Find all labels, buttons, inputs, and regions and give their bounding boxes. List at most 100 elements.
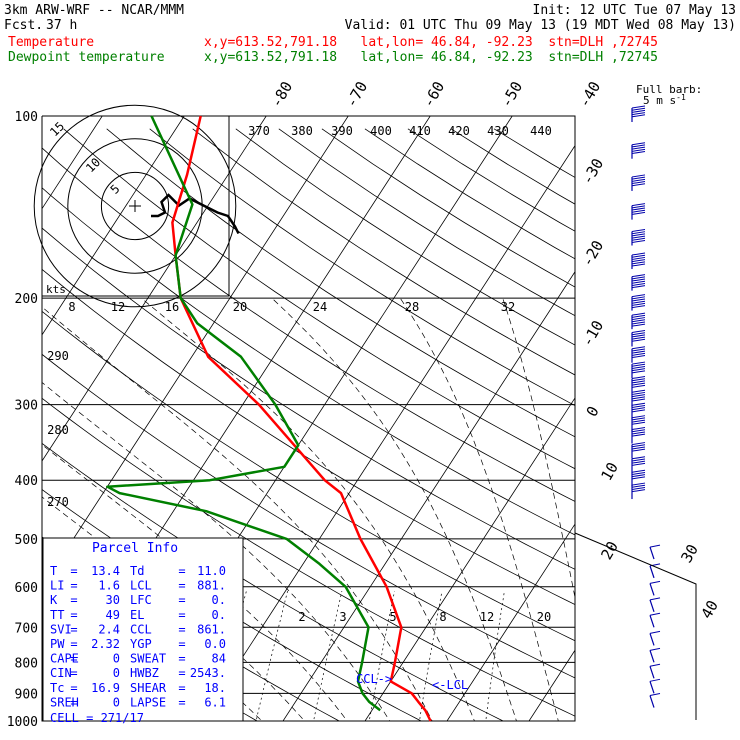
temperature-location: x,y=613.52,791.18 lat,lon= 46.84, -92.23…	[204, 35, 658, 50]
parcel-box	[42, 537, 244, 722]
isotherm-10	[364, 397, 575, 721]
moist-adiabat-40	[502, 297, 575, 599]
wind-barb-flag	[631, 355, 646, 359]
isotherm-0	[282, 271, 575, 721]
dry-adiabat-410	[192, 128, 575, 376]
dewpoint-location: x,y=613.52,791.18 lat,lon= 46.84, -92.23…	[204, 50, 658, 65]
wind-barb-flag	[631, 402, 646, 406]
wind-barb-flag	[631, 211, 646, 215]
wind-barb-flag	[649, 630, 661, 634]
parcel-value: 0	[113, 666, 120, 680]
wind-barb-flag	[631, 298, 646, 302]
parcel-label: LFC	[130, 593, 152, 607]
wind-barb-staff	[649, 666, 655, 679]
wind-barb-flag	[631, 181, 646, 185]
wind-barb-flag	[649, 580, 661, 584]
wind-barb-flag	[631, 429, 646, 433]
wind-barb-flag	[631, 348, 646, 352]
dry-adiabat-340	[42, 268, 575, 606]
isotherm-label-30: 30	[677, 541, 702, 566]
wind-barb-flag	[631, 174, 646, 178]
dewpoint-legend: Dewpoint temperature	[8, 50, 165, 65]
parcel-eq: =	[70, 608, 77, 622]
parcel-eq: =	[70, 579, 77, 593]
wind-barb-flag	[631, 352, 646, 356]
parcel-label: HWBZ	[130, 666, 159, 680]
init-time: Init: 12 UTC Tue 07 May 13	[532, 3, 737, 18]
wind-barb-flag	[631, 415, 646, 419]
wind-barb-flag	[631, 444, 646, 448]
wind-barb-flag	[631, 280, 646, 284]
parcel-label: PW	[50, 637, 65, 651]
pressure-label-600: 600	[15, 581, 38, 596]
parcel-value: 6.1	[204, 695, 226, 709]
wind-barb-flag	[631, 146, 646, 150]
moist-adiabat-30	[271, 297, 517, 721]
wind-barb-flag	[631, 365, 646, 369]
wind-barb-flag	[631, 254, 646, 258]
wind-barb-flag	[631, 112, 646, 116]
dry-adiabat-450	[364, 128, 575, 260]
pressure-label-1000: 1000	[7, 715, 38, 730]
hodograph-ring-label-10: 10	[83, 155, 103, 175]
isotherm-30	[528, 649, 575, 721]
wind-barb-flag	[649, 647, 661, 651]
barb-note-title: Full barb:	[636, 83, 702, 96]
wind-barb-flag	[631, 144, 646, 148]
theta-label-390: 390	[331, 124, 353, 138]
theta-label-280: 280	[47, 423, 69, 437]
wind-barb-flag	[631, 300, 646, 304]
parcel-value: 0	[113, 695, 120, 709]
wind-barb-flag	[631, 469, 646, 473]
parcel-value: 0.	[212, 593, 226, 607]
temperature-line	[171, 115, 432, 722]
wind-barb-flag	[631, 239, 646, 243]
wind-barb-flag	[631, 323, 646, 327]
pressure-label-900: 900	[15, 687, 38, 702]
wind-barb-staff	[649, 615, 655, 628]
wind-barb-flag	[649, 678, 661, 682]
parcel-label: Tc	[50, 681, 64, 695]
isotherm-label--30: -30	[578, 155, 607, 187]
parcel-label: YGP	[130, 637, 152, 651]
dry-adiabat-360	[42, 187, 575, 536]
wind-panel-edge	[574, 532, 697, 720]
isotherm-label--50: -50	[497, 78, 526, 110]
wind-barb-flag	[631, 482, 646, 486]
wind-barb-flag	[631, 176, 646, 180]
wind-barb-flag	[631, 456, 646, 460]
parcel-eq: =	[70, 564, 77, 578]
wind-barb-flag	[631, 346, 646, 350]
wind-barb-flag	[631, 419, 646, 423]
kts-tick-12: 12	[111, 300, 125, 314]
isotherm-50	[685, 88, 740, 734]
mixing-ratio-label-8: 8	[439, 610, 446, 624]
parcel-value: 84	[212, 652, 226, 666]
parcel-eq: =	[178, 579, 185, 593]
isotherm-label--20: -20	[578, 237, 607, 269]
wind-barb-flag	[631, 305, 646, 309]
wind-barb-flag	[631, 274, 646, 278]
moist-adiabat-15	[42, 381, 391, 721]
wind-barb-flag	[631, 370, 646, 374]
wind-barb-flag	[631, 404, 646, 408]
wind-barb-flag	[631, 114, 646, 118]
isotherm--70	[42, 116, 103, 210]
wind-barb-flag	[631, 378, 646, 382]
valid-time: Valid: 01 UTC Thu 09 May 13 (19 MDT Wed …	[344, 18, 736, 33]
parcel-value: 0	[113, 652, 120, 666]
kts-tick-20: 20	[233, 300, 247, 314]
parcel-eq: =	[178, 564, 185, 578]
parcel-label: TT	[50, 608, 64, 622]
wind-barb-flag	[631, 442, 646, 446]
parcel-value: 881.	[197, 579, 226, 593]
wind-barb-flag	[631, 321, 646, 325]
parcel-label: EL	[130, 608, 144, 622]
hodograph-trace	[151, 193, 240, 235]
kts-label: kts	[46, 283, 66, 296]
isotherm-label-10: 10	[597, 459, 622, 484]
theta-label-400: 400	[370, 124, 392, 138]
hodograph-ring-label-5: 5	[108, 182, 123, 197]
parcel-eq: =	[178, 681, 185, 695]
